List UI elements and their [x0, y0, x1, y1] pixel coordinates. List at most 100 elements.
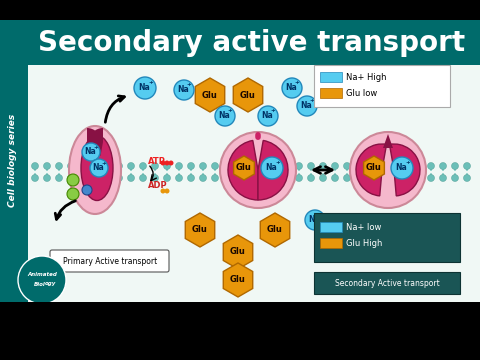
Circle shape: [380, 162, 386, 170]
Wedge shape: [89, 128, 103, 156]
Text: Secondary active transport: Secondary active transport: [38, 29, 466, 57]
Text: +: +: [148, 80, 153, 85]
Circle shape: [82, 185, 92, 195]
Bar: [320, 88, 342, 98]
FancyBboxPatch shape: [314, 213, 460, 262]
Circle shape: [356, 162, 362, 170]
Text: +: +: [405, 160, 410, 165]
Circle shape: [380, 175, 386, 181]
Circle shape: [464, 175, 470, 181]
Text: Na: Na: [92, 163, 104, 172]
Text: Glu: Glu: [230, 275, 246, 284]
Text: Na: Na: [285, 84, 297, 93]
Circle shape: [160, 189, 166, 194]
Text: Cell biology series: Cell biology series: [9, 113, 17, 207]
Circle shape: [68, 175, 74, 181]
Wedge shape: [228, 140, 258, 200]
Circle shape: [248, 162, 254, 170]
Circle shape: [152, 162, 158, 170]
Circle shape: [224, 175, 230, 181]
Circle shape: [212, 162, 218, 170]
Text: Na: Na: [265, 163, 277, 172]
Circle shape: [296, 162, 302, 170]
Text: +: +: [275, 160, 280, 165]
Text: Glu: Glu: [236, 163, 252, 172]
Polygon shape: [185, 213, 215, 247]
Polygon shape: [233, 78, 263, 112]
Circle shape: [188, 175, 194, 181]
Text: +: +: [271, 108, 276, 113]
Text: Glu: Glu: [202, 90, 218, 99]
Circle shape: [128, 162, 134, 170]
Circle shape: [140, 175, 146, 181]
Text: Na: Na: [261, 112, 273, 121]
Text: Glu: Glu: [366, 163, 382, 172]
Text: Na: Na: [84, 148, 96, 157]
Circle shape: [188, 162, 194, 170]
Text: Na: Na: [395, 163, 407, 172]
Text: +: +: [228, 108, 232, 113]
Circle shape: [128, 175, 134, 181]
Circle shape: [32, 162, 38, 170]
Circle shape: [440, 162, 446, 170]
FancyBboxPatch shape: [314, 65, 450, 107]
Circle shape: [32, 175, 38, 181]
Circle shape: [174, 80, 194, 100]
Circle shape: [92, 175, 98, 181]
Text: Glu: Glu: [192, 225, 208, 234]
Circle shape: [152, 175, 158, 181]
Circle shape: [176, 162, 182, 170]
Polygon shape: [195, 78, 225, 112]
Text: +: +: [343, 233, 348, 238]
Text: +: +: [310, 99, 314, 104]
Text: ATP: ATP: [148, 157, 166, 166]
Circle shape: [236, 175, 242, 181]
Text: +: +: [318, 212, 322, 217]
Circle shape: [452, 162, 458, 170]
Circle shape: [416, 175, 422, 181]
Bar: [0, 20, 28, 302]
Circle shape: [220, 132, 296, 208]
Circle shape: [344, 162, 350, 170]
Circle shape: [392, 162, 398, 170]
Circle shape: [428, 175, 434, 181]
Bar: [28, 65, 480, 302]
FancyBboxPatch shape: [314, 272, 460, 294]
Polygon shape: [260, 213, 290, 247]
Polygon shape: [383, 134, 393, 148]
Text: Na+ High: Na+ High: [346, 72, 386, 81]
Circle shape: [332, 175, 338, 181]
Text: Glu: Glu: [267, 225, 283, 234]
Circle shape: [428, 162, 434, 170]
Circle shape: [452, 175, 458, 181]
Circle shape: [308, 162, 314, 170]
Circle shape: [404, 175, 410, 181]
Bar: [0, 0, 480, 20]
Circle shape: [164, 175, 170, 181]
Bar: [320, 72, 342, 82]
Polygon shape: [223, 235, 253, 269]
Circle shape: [368, 175, 374, 181]
Text: Na: Na: [333, 235, 345, 244]
Circle shape: [224, 162, 230, 170]
Text: +: +: [101, 161, 106, 166]
Ellipse shape: [81, 135, 113, 201]
Circle shape: [248, 175, 254, 181]
Polygon shape: [364, 156, 384, 180]
Circle shape: [282, 78, 302, 98]
Circle shape: [68, 162, 74, 170]
Bar: [320, 222, 342, 232]
Circle shape: [392, 175, 398, 181]
Text: Na: Na: [308, 216, 320, 225]
Circle shape: [104, 175, 110, 181]
Circle shape: [116, 175, 122, 181]
Bar: [0, 20, 480, 65]
Ellipse shape: [69, 126, 121, 214]
Circle shape: [67, 174, 79, 186]
Circle shape: [258, 106, 278, 126]
Circle shape: [140, 162, 146, 170]
Circle shape: [272, 162, 278, 170]
Text: Biol: Biol: [34, 282, 46, 287]
Text: ogy: ogy: [44, 282, 56, 287]
Circle shape: [284, 162, 290, 170]
